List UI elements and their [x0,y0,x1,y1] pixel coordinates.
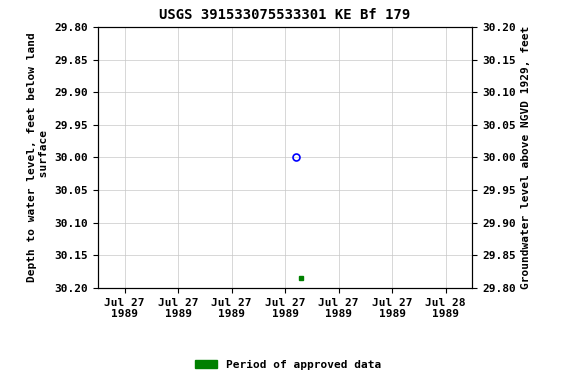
Y-axis label: Groundwater level above NGVD 1929, feet: Groundwater level above NGVD 1929, feet [521,26,531,289]
Title: USGS 391533075533301 KE Bf 179: USGS 391533075533301 KE Bf 179 [160,8,411,22]
Legend: Period of approved data: Period of approved data [191,356,385,375]
Y-axis label: Depth to water level, feet below land
 surface: Depth to water level, feet below land su… [27,33,49,282]
